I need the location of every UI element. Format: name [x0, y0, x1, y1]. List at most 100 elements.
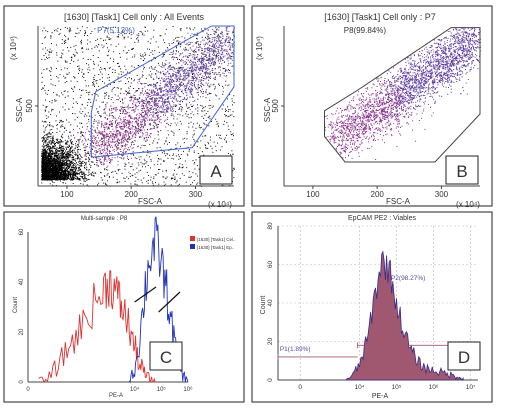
event-dot	[73, 171, 75, 173]
event-dot	[221, 108, 223, 110]
event-dot	[125, 94, 127, 96]
event-dot	[226, 26, 228, 28]
event-dot	[209, 93, 211, 95]
event-dot	[187, 49, 189, 51]
event-dot	[61, 160, 63, 162]
event-dot	[196, 88, 198, 90]
event-dot	[57, 169, 59, 171]
event-dot	[142, 118, 144, 120]
event-dot	[46, 168, 48, 170]
event-dot	[151, 67, 153, 69]
event-dot	[117, 35, 119, 37]
event-dot	[180, 28, 182, 30]
event-dot	[217, 142, 219, 144]
event-dot	[81, 172, 83, 174]
event-dot	[128, 28, 130, 30]
event-dot	[196, 146, 198, 148]
event-dot	[54, 168, 56, 170]
event-dot	[200, 79, 202, 81]
event-dot	[64, 176, 66, 178]
event-dot	[188, 126, 190, 128]
event-dot	[117, 152, 119, 154]
event-dot	[117, 30, 119, 32]
event-dot	[229, 49, 231, 51]
event-dot	[66, 168, 68, 169]
event-dot	[193, 139, 195, 140]
event-dot	[129, 85, 131, 87]
event-dot	[81, 176, 83, 177]
event-dot	[118, 142, 120, 144]
event-dot	[56, 147, 58, 149]
event-dot	[45, 161, 46, 163]
event-dot	[60, 176, 62, 178]
event-dot	[106, 27, 108, 29]
event-dot	[127, 108, 129, 110]
event-dot	[173, 153, 174, 155]
event-dot	[55, 164, 57, 166]
event-dot	[52, 172, 54, 174]
event-dot	[110, 121, 112, 123]
event-dot	[189, 61, 191, 63]
event-dot	[88, 94, 90, 96]
event-dot	[193, 80, 195, 82]
event-dot	[55, 29, 57, 31]
event-dot	[84, 177, 86, 179]
event-dot	[111, 125, 113, 127]
event-dot	[148, 175, 150, 176]
event-dot	[68, 172, 69, 174]
event-dot	[47, 137, 49, 139]
event-dot	[187, 107, 189, 109]
event-dot	[230, 154, 232, 156]
event-dot	[134, 54, 136, 56]
event-dot	[231, 56, 232, 58]
event-dot	[48, 57, 50, 58]
event-dot	[171, 57, 173, 59]
event-dot	[157, 163, 159, 165]
event-dot	[107, 180, 109, 182]
event-dot	[49, 162, 51, 164]
event-dot	[119, 122, 121, 124]
event-dot	[154, 68, 156, 70]
event-dot	[61, 146, 63, 148]
event-dot	[67, 156, 69, 158]
event-dot	[189, 67, 191, 69]
event-dot	[207, 110, 209, 112]
event-dot	[153, 83, 154, 85]
event-dot	[204, 123, 206, 125]
event-dot	[138, 105, 140, 107]
event-dot	[71, 56, 73, 58]
event-dot	[111, 122, 113, 124]
event-dot	[52, 159, 53, 161]
event-dot	[193, 123, 195, 125]
event-dot	[45, 152, 47, 154]
event-dot	[69, 170, 71, 172]
event-dot	[45, 171, 47, 173]
event-dot	[58, 164, 60, 166]
event-dot	[71, 141, 73, 143]
event-dot	[71, 143, 73, 145]
event-dot	[43, 169, 45, 171]
event-dot	[184, 63, 186, 65]
event-dot	[174, 178, 176, 180]
event-dot	[219, 149, 221, 151]
event-dot	[192, 88, 194, 90]
event-dot	[140, 179, 142, 181]
event-dot	[58, 177, 60, 178]
event-dot	[82, 177, 83, 179]
event-dot	[173, 39, 175, 41]
event-dot	[46, 170, 48, 172]
event-dot	[58, 169, 60, 171]
event-dot	[219, 45, 221, 47]
event-dot	[55, 158, 57, 160]
event-dot	[93, 62, 95, 64]
event-dot	[195, 108, 197, 110]
event-dot	[127, 123, 129, 125]
event-dot	[52, 175, 54, 177]
event-dot	[108, 175, 110, 177]
event-dot	[57, 161, 59, 163]
event-dot	[212, 151, 214, 153]
event-dot	[55, 142, 57, 143]
event-dot	[89, 151, 91, 153]
event-dot	[202, 107, 204, 109]
event-dot	[49, 157, 50, 159]
